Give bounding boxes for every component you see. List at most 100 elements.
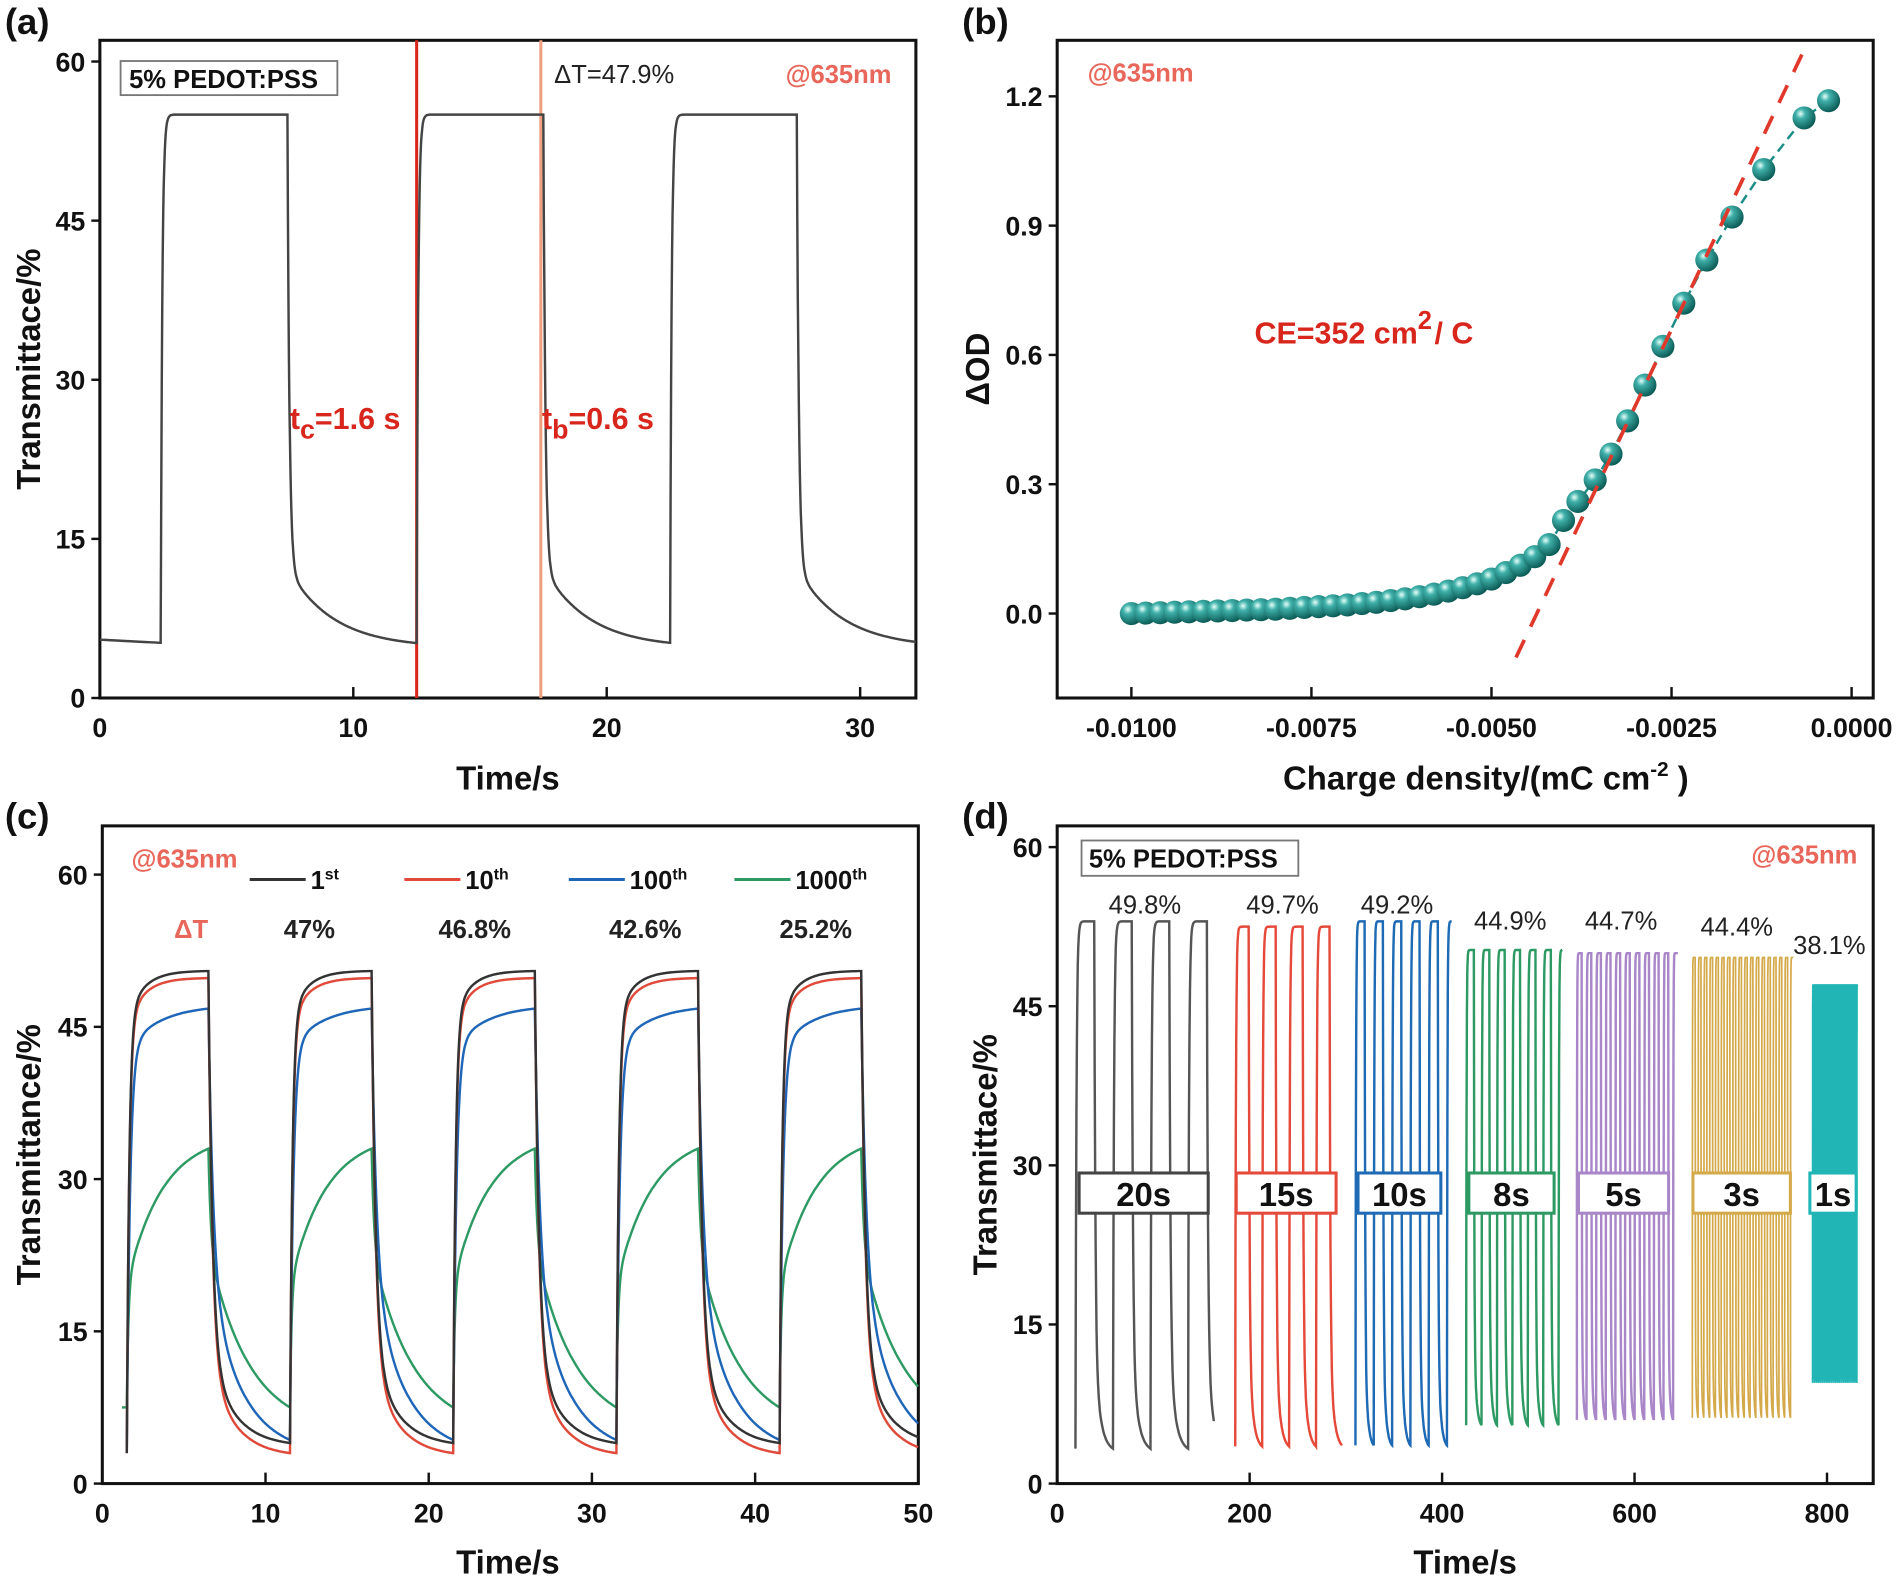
- x-tick-label: 20: [592, 713, 622, 743]
- panel-d: 0 200 400 600 800 0 15 30 45 60 20s 49.8% 15s 49.7% 10…: [966, 824, 1875, 1581]
- series-line-1000th: [121, 1146, 919, 1410]
- legend-label: 100th: [630, 866, 688, 895]
- x-tick-label: 30: [845, 713, 875, 743]
- y-axis-label: Transmittace/%: [966, 1034, 1003, 1275]
- legend-label-sup: th: [852, 866, 867, 883]
- panel-a: 0 10 20 30 0 15 30 45 60 5% PEDOT:PSS ΔT=47.9% @…: [10, 38, 918, 796]
- cycle-group-15s: [1234, 925, 1343, 1451]
- x-axis-label: Time/s: [456, 1544, 560, 1581]
- y-axis-label: Transmittance/%: [10, 1024, 47, 1285]
- y-tick-label: 0: [70, 684, 85, 714]
- y-tick-label: 0.3: [1005, 470, 1042, 500]
- x-tick-label: 0: [1050, 1499, 1065, 1529]
- legend-label: 1000th: [795, 866, 867, 895]
- delta-t-value: 46.8%: [438, 916, 511, 944]
- y-tick-label: 60: [55, 47, 85, 77]
- y-tick-label: 60: [1013, 833, 1043, 863]
- panel-label-c: (c): [5, 795, 50, 836]
- step-duration-label: 5s: [1605, 1176, 1642, 1213]
- transmittance-curve: [99, 113, 917, 645]
- step-duration-label: 1s: [1815, 1176, 1852, 1213]
- plot-frame: [1055, 824, 1875, 1486]
- delta-t-value: 44.9%: [1474, 907, 1546, 935]
- legend-label-main: 1: [311, 867, 325, 895]
- coloration-efficiency-annotation: CE=352 cm2/ C: [1254, 307, 1473, 351]
- panel-label-a: (a): [5, 1, 50, 42]
- x-tick-label: 10: [338, 713, 368, 743]
- x-tick-label: 400: [1420, 1499, 1465, 1529]
- y-tick-label: 30: [1013, 1151, 1043, 1181]
- wavelength-label: @635nm: [1088, 60, 1194, 88]
- delta-t-value: 42.6%: [609, 916, 682, 944]
- plot-frame: [98, 38, 918, 700]
- panel-a-plot-area: 0 10 20 30 0 15 30 45 60: [55, 38, 918, 743]
- y-axis-label: Transmittace/%: [10, 249, 47, 490]
- cycle-group-20s: [1074, 920, 1216, 1452]
- legend-label-main: 100: [630, 867, 673, 895]
- data-point: [1583, 468, 1607, 492]
- series-line-1st: [125, 969, 919, 1454]
- plot-frame: [100, 824, 920, 1486]
- step-duration-box: [1576, 1171, 1671, 1215]
- legend-label-sup: st: [325, 866, 340, 883]
- y-tick-label: 0.0: [1005, 599, 1042, 629]
- y-tick-label: 0: [1028, 1469, 1043, 1499]
- bleaching-time-annotation: tb=0.6 s: [542, 402, 654, 445]
- panel-b-plot-area: -0.0100 -0.0075 -0.0050 -0.0025 0.0000 0.0 0.3…: [1005, 38, 1893, 743]
- data-point: [1695, 248, 1719, 272]
- x-tick-label: 40: [740, 1499, 770, 1529]
- wavelength-label: @635nm: [132, 845, 238, 873]
- y-tick-label: 15: [58, 1317, 88, 1347]
- data-point: [1792, 106, 1816, 130]
- cycle-group-8s: [1464, 948, 1564, 1429]
- x-tick-label: 0: [95, 1499, 110, 1529]
- cycle-group-1s: [1811, 984, 1859, 1384]
- wavelength-label: @635nm: [1751, 842, 1857, 870]
- legend-label: 1st: [311, 866, 340, 895]
- y-tick-label: 0.9: [1005, 211, 1042, 241]
- delta-t-value: 49.8%: [1109, 892, 1181, 920]
- wavelength-label: @635nm: [786, 61, 892, 89]
- series-line-100th: [125, 1007, 919, 1454]
- legend-label-sup: th: [494, 866, 509, 883]
- data-point: [1566, 489, 1590, 514]
- data-point: [1816, 89, 1841, 113]
- y-tick-label: 30: [58, 1165, 88, 1195]
- panel-label-b: (b): [962, 1, 1009, 42]
- delta-t-value: 38.1%: [1793, 932, 1865, 960]
- x-tick-label: 800: [1805, 1499, 1850, 1529]
- step-duration-label: 15s: [1259, 1176, 1314, 1213]
- x-tick-label: -0.0100: [1086, 713, 1177, 743]
- y-tick-label: 15: [1013, 1310, 1043, 1340]
- y-tick-label: 0.6: [1005, 341, 1042, 371]
- x-tick-label: -0.0050: [1446, 713, 1537, 743]
- data-point: [1537, 532, 1561, 557]
- delta-t-label: ΔT: [174, 916, 208, 944]
- y-tick-label: 60: [58, 860, 88, 890]
- data-point: [1633, 373, 1657, 397]
- y-tick-label: 1.2: [1005, 82, 1042, 112]
- y-tick-label: 0: [73, 1469, 88, 1499]
- step-duration-box: [1234, 1171, 1338, 1215]
- y-tick-label: 30: [55, 366, 85, 396]
- y-tick-label: 45: [58, 1013, 88, 1043]
- sample-label-box: [1080, 839, 1300, 877]
- step-duration-box: [1356, 1171, 1443, 1215]
- sample-label-box: [119, 60, 339, 97]
- coloring-time-annotation: tc=1.6 s: [290, 402, 401, 445]
- cycle-group-10s: [1354, 920, 1452, 1449]
- step-duration-label: 20s: [1116, 1176, 1171, 1213]
- step-duration-box: [1691, 1171, 1792, 1215]
- sample-label: 5% PEDOT:PSS: [1089, 845, 1278, 873]
- sample-label: 5% PEDOT:PSS: [129, 66, 318, 94]
- x-tick-label: 200: [1227, 1499, 1272, 1529]
- panel-label-d: (d): [962, 795, 1009, 836]
- x-tick-label: 0.0000: [1811, 713, 1893, 743]
- x-tick-label: 30: [577, 1499, 607, 1529]
- legend-label-main: 1000: [795, 867, 852, 895]
- linear-fit-line: [1514, 53, 1804, 659]
- delta-t-value: 49.2%: [1361, 892, 1433, 920]
